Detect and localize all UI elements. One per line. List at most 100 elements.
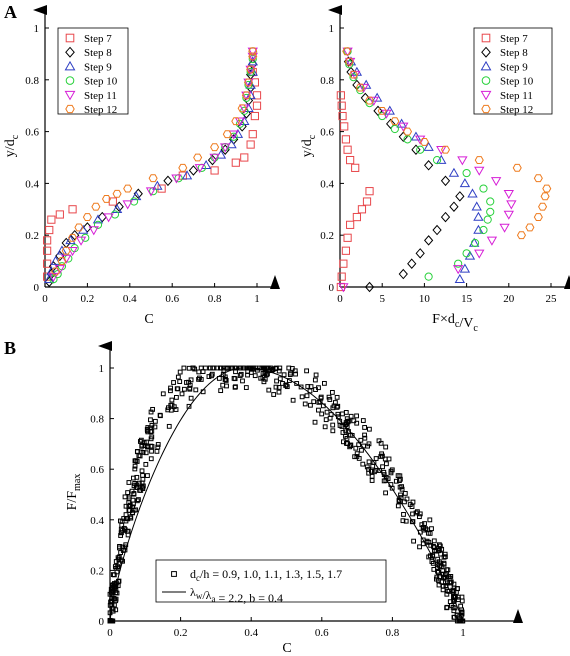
data-point bbox=[352, 454, 358, 460]
legend-marker bbox=[65, 104, 75, 114]
data-point bbox=[304, 368, 310, 374]
data-point bbox=[424, 538, 430, 544]
data-point bbox=[171, 380, 176, 385]
legend-label: Step 12 bbox=[500, 104, 533, 116]
y-tick-label: 0.8 bbox=[90, 414, 104, 426]
y-tick-label: 0.6 bbox=[90, 464, 104, 476]
data-point bbox=[119, 522, 125, 528]
data-point bbox=[283, 382, 289, 388]
data-point bbox=[155, 442, 161, 447]
data-point bbox=[457, 618, 463, 624]
data-point bbox=[276, 389, 282, 395]
data-point bbox=[324, 409, 330, 415]
y-tick-label: 0.6 bbox=[320, 127, 334, 139]
data-point bbox=[444, 604, 450, 610]
series-step-8 bbox=[343, 56, 465, 293]
data-point bbox=[244, 80, 253, 90]
data-point bbox=[252, 373, 258, 379]
data-point bbox=[436, 582, 442, 588]
data-point bbox=[247, 56, 258, 66]
series-step-9 bbox=[345, 56, 484, 283]
data-point bbox=[318, 395, 324, 401]
data-point bbox=[451, 614, 457, 620]
data-point bbox=[395, 473, 401, 479]
chart-b: 0 0.2 0.4 0.6 0.8 1 0 0.2 0.4 0.6 0.8 1 dc/h = 0.9, … bbox=[65, 341, 523, 656]
data-point bbox=[220, 382, 226, 388]
data-point bbox=[348, 443, 354, 449]
data-point bbox=[339, 424, 345, 429]
data-point bbox=[436, 154, 447, 164]
data-point bbox=[246, 140, 255, 149]
data-point bbox=[248, 130, 257, 139]
data-point bbox=[379, 451, 384, 457]
data-point bbox=[116, 556, 122, 562]
x-tick-label: 0.4 bbox=[123, 293, 137, 305]
data-point bbox=[302, 401, 308, 407]
legend-marker bbox=[480, 60, 492, 71]
x-tick-label: 1 bbox=[460, 627, 466, 639]
data-point bbox=[81, 233, 90, 242]
data-point bbox=[139, 484, 145, 490]
data-point bbox=[533, 174, 543, 183]
data-point bbox=[398, 268, 408, 280]
data-point bbox=[237, 104, 247, 113]
data-point bbox=[133, 484, 139, 490]
y-tick-label: 0.2 bbox=[320, 230, 334, 242]
data-point bbox=[474, 249, 485, 259]
data-point bbox=[499, 223, 510, 233]
legend-label: Step 10 bbox=[500, 76, 534, 88]
data-point bbox=[395, 503, 401, 509]
data-point bbox=[419, 138, 429, 146]
data-point bbox=[345, 418, 351, 424]
data-point bbox=[123, 184, 133, 193]
data-point bbox=[486, 236, 498, 246]
data-point bbox=[349, 73, 358, 82]
data-point bbox=[181, 365, 187, 371]
data-point bbox=[243, 385, 249, 390]
data-point bbox=[130, 497, 136, 503]
data-point bbox=[338, 283, 349, 293]
data-point bbox=[436, 145, 447, 156]
data-point bbox=[93, 220, 103, 229]
data-point bbox=[449, 201, 459, 212]
data-point bbox=[119, 530, 124, 536]
x-tick-label: 5 bbox=[379, 293, 385, 305]
legend-label: Step 7 bbox=[84, 33, 112, 45]
data-point bbox=[265, 371, 270, 377]
data-point bbox=[411, 144, 421, 155]
data-point bbox=[304, 393, 310, 399]
data-point bbox=[266, 387, 272, 393]
data-point bbox=[354, 413, 359, 419]
y-tick-label: 1 bbox=[329, 23, 335, 35]
data-point bbox=[473, 211, 484, 221]
data-point bbox=[400, 518, 406, 524]
data-point bbox=[122, 200, 133, 210]
data-point bbox=[424, 272, 433, 281]
data-point bbox=[346, 155, 355, 165]
x-axis-title: C bbox=[144, 312, 153, 327]
x-tick-label: 0 bbox=[337, 293, 343, 305]
data-point bbox=[157, 184, 166, 193]
x-tick-label: 0.6 bbox=[165, 293, 179, 305]
data-point bbox=[177, 369, 183, 375]
data-point bbox=[386, 118, 396, 130]
data-point bbox=[242, 93, 251, 103]
legend-frame bbox=[155, 559, 387, 603]
data-point bbox=[364, 464, 370, 470]
data-point bbox=[137, 439, 143, 444]
data-point bbox=[139, 468, 145, 474]
series-step-11 bbox=[338, 47, 517, 293]
data-point bbox=[169, 397, 175, 403]
y-tick-label: 0.6 bbox=[25, 127, 39, 139]
data-point bbox=[207, 154, 218, 166]
data-point bbox=[148, 417, 153, 423]
data-point bbox=[168, 407, 174, 413]
data-point bbox=[196, 376, 201, 382]
data-point bbox=[179, 391, 185, 397]
data-point bbox=[166, 405, 171, 411]
data-point bbox=[299, 394, 305, 400]
data-point bbox=[337, 418, 343, 424]
x-tick-label: 0.8 bbox=[386, 627, 400, 639]
data-point bbox=[486, 197, 495, 206]
y-tick-label: 0.4 bbox=[320, 178, 334, 190]
